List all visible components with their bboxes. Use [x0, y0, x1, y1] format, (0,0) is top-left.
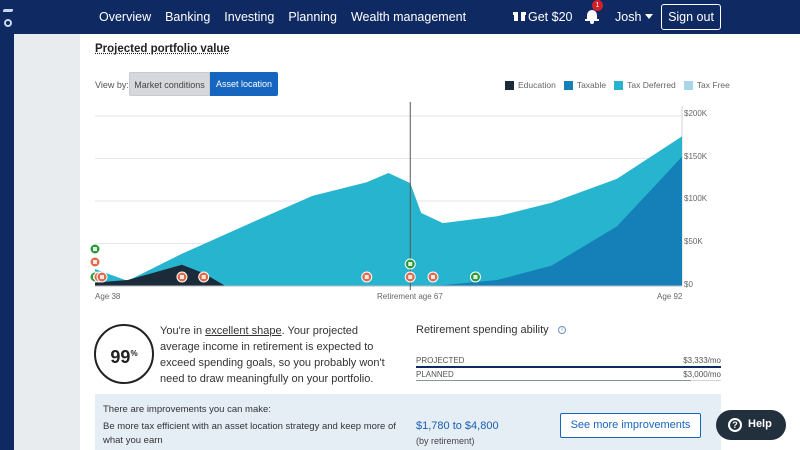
legend-item-education: Education [505, 80, 556, 90]
summary-pre: You're in [160, 325, 206, 337]
view-market-conditions-button[interactable]: Market conditions [129, 72, 210, 96]
legend-label: Education [518, 80, 556, 90]
improvement-range: $1,780 to $4,800 [416, 420, 499, 432]
projected-bar [416, 366, 721, 368]
legend-item-tax-deferred: Tax Deferred [614, 80, 676, 90]
home-glyph [93, 260, 97, 264]
user-name: Josh [615, 10, 642, 24]
legend-label: Tax Free [696, 80, 730, 90]
bell-icon[interactable] [585, 8, 599, 24]
y-tick-label: $200K [684, 109, 708, 118]
spending-title: Retirement spending ability [416, 324, 549, 336]
sign-out-button[interactable]: Sign out [661, 4, 721, 30]
left-rail [0, 34, 14, 450]
gift-icon[interactable] [513, 10, 526, 21]
nav-banking[interactable]: Banking [165, 10, 211, 24]
improvement-text: Be more tax efficient with an asset loca… [103, 421, 396, 446]
income-glyph [473, 275, 478, 279]
income-glyph [408, 262, 413, 266]
referral-link[interactable]: Get $20 [528, 10, 573, 24]
x-tick-label: Retirement age 67 [377, 292, 443, 301]
improvements-heading: There are improvements you can make: [103, 404, 271, 415]
view-by-label: View by: [95, 80, 129, 90]
planned-bar [416, 380, 691, 381]
notification-badge: 1 [592, 0, 603, 11]
legend-label: Taxable [576, 80, 607, 90]
planned-label: PLANNED [416, 370, 454, 379]
projected-label: PROJECTED [416, 356, 465, 365]
nav-investing[interactable]: Investing [224, 10, 275, 24]
app-logo-icon[interactable] [2, 4, 14, 30]
see-more-improvements-button[interactable]: See more improvements [560, 413, 701, 438]
view-asset-location-button[interactable]: Asset location [210, 72, 278, 96]
nav-planning[interactable]: Planning [288, 10, 337, 24]
area-tax-deferred [95, 136, 682, 286]
planned-value: $3,000/mo [683, 370, 721, 379]
projected-value: $3,333/mo [683, 356, 721, 365]
chart-legend: Education Taxable Tax Deferred Tax Free [505, 80, 738, 90]
gift-glyph [100, 275, 104, 279]
legend-swatch [505, 80, 514, 90]
nav-overview[interactable]: Overview [99, 10, 152, 24]
tool-glyph [201, 275, 206, 279]
legend-item-taxable: Taxable [563, 80, 607, 90]
heart-glyph [364, 275, 369, 279]
y-tick-label: $100K [684, 194, 708, 203]
x-tick-label: Age 92 [657, 292, 683, 301]
legend-label: Tax Deferred [627, 80, 676, 90]
nav-wealth-management[interactable]: Wealth management [350, 10, 467, 24]
legend-swatch [563, 80, 573, 90]
summary-text: You're in excellent shape. Your projecte… [160, 323, 395, 387]
y-tick-label: $150K [684, 152, 708, 161]
page-title: Projected portfolio value [95, 43, 230, 55]
info-icon[interactable]: i [558, 326, 566, 334]
y-tick-label: $0 [684, 280, 693, 289]
score-value: 99 [110, 347, 131, 367]
chevron-down-icon [645, 14, 654, 19]
legend-swatch [683, 80, 693, 90]
success-score: 99% [94, 324, 154, 384]
graduation-glyph [179, 275, 184, 279]
top-navigation-bar [0, 0, 800, 34]
area-taxable [95, 156, 682, 286]
score-unit: % [130, 349, 138, 358]
summary-highlight[interactable]: excellent shape [205, 325, 282, 337]
legend-swatch [614, 80, 624, 90]
user-menu[interactable]: Josh [615, 10, 654, 24]
area-education [95, 264, 682, 286]
improvement-range-note: (by retirement) [416, 436, 475, 446]
y-tick-label: $50K [684, 237, 703, 246]
umbrella-glyph [408, 275, 413, 279]
question-icon: ? [728, 418, 742, 432]
help-label: Help [748, 418, 772, 430]
summary-post: . Your projected average income in retir… [160, 325, 385, 385]
x-tick-label: Age 38 [95, 292, 121, 301]
piggy-bank-glyph [93, 247, 97, 251]
help-button[interactable]: ? Help [716, 410, 786, 440]
legend-item-tax-free: Tax Free [683, 80, 730, 90]
main-nav: Overview Banking Investing Planning Weal… [99, 0, 480, 34]
umbrella-glyph [430, 275, 435, 279]
